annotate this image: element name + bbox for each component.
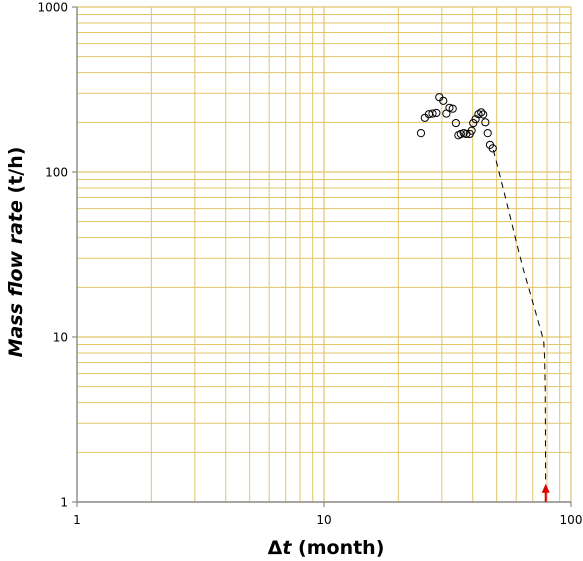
data-point xyxy=(474,110,483,119)
fit-line-series xyxy=(492,149,547,484)
y-tick-label: 100 xyxy=(45,166,68,180)
data-point xyxy=(445,103,454,112)
axes xyxy=(72,6,572,507)
data-points xyxy=(416,93,497,153)
data-point xyxy=(481,118,490,127)
x-tick-label: 100 xyxy=(560,513,583,527)
data-point xyxy=(479,110,488,119)
annotations xyxy=(541,483,550,502)
fit-line xyxy=(492,149,547,484)
x-tick-label: 1 xyxy=(73,513,81,527)
data-point xyxy=(451,118,461,128)
y-tick-label: 10 xyxy=(53,331,68,345)
y-tick-label: 1000 xyxy=(37,1,68,15)
y-tick-label: 1 xyxy=(60,496,68,510)
data-point xyxy=(416,129,426,138)
data-point xyxy=(428,109,437,118)
tick-labels: 1 10 100 1 10 100 1000 xyxy=(37,1,582,528)
data-point xyxy=(471,115,480,124)
x-axis-title: Δt (month) xyxy=(268,537,385,559)
data-point xyxy=(483,129,492,138)
x-tick-label: 10 xyxy=(316,513,331,527)
grid xyxy=(76,6,572,503)
data-point xyxy=(439,96,448,105)
data-point xyxy=(488,144,497,153)
data-point xyxy=(432,108,441,118)
data-point xyxy=(448,104,457,113)
arrow-head xyxy=(541,483,550,493)
data-point xyxy=(467,126,476,135)
y-axis-title: Mass flow rate (t/h) xyxy=(5,147,27,358)
data-point xyxy=(477,108,486,117)
